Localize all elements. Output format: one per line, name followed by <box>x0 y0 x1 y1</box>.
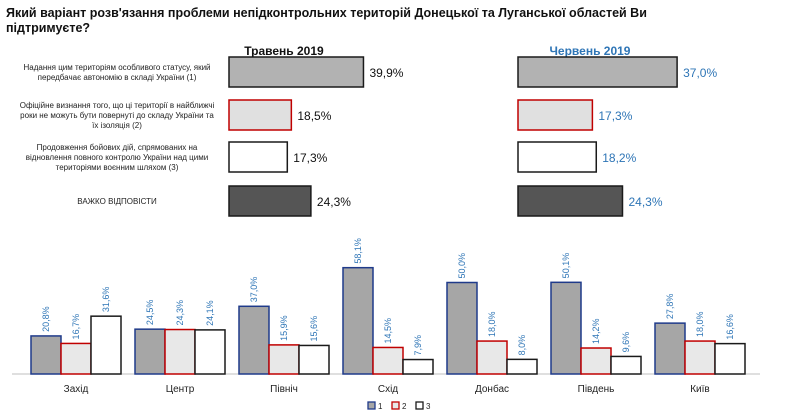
answer-label-4: ВАЖКО ВІДПОВІСТИ <box>77 197 157 206</box>
series-header-1: Травень 2019 <box>244 44 324 58</box>
answer-label-2: Офіційне визнання того, що ці території … <box>20 101 215 130</box>
column-value-7-s3: 16,6% <box>725 314 735 340</box>
category-label-2: Центр <box>166 384 195 395</box>
column-5-s2 <box>476 340 508 375</box>
legend-swatch-3 <box>415 401 424 410</box>
column-2-s2 <box>164 328 196 375</box>
bar-s2-r1 <box>517 56 678 88</box>
column-value-6-s2: 14,2% <box>591 318 601 344</box>
column-value-7-s1: 27,8% <box>665 294 675 320</box>
bar-s1-r2 <box>228 99 293 131</box>
value-label-s2-r2: 17,3% <box>598 109 632 123</box>
category-label-7: Київ <box>690 384 710 395</box>
column-5-s1 <box>446 281 478 375</box>
column-6-s2 <box>580 347 612 375</box>
column-1-s2 <box>60 342 92 375</box>
legend-label-1: 1 <box>378 402 383 411</box>
column-value-6-s1: 50,1% <box>561 253 571 279</box>
column-4-s1 <box>342 266 374 375</box>
column-value-3-s2: 15,9% <box>279 315 289 341</box>
column-value-2-s1: 24,5% <box>145 300 155 326</box>
column-value-3-s3: 15,6% <box>309 316 319 342</box>
column-value-3-s1: 37,0% <box>249 277 259 303</box>
bar-s1-r3 <box>228 141 289 173</box>
category-label-4: Схід <box>378 384 398 395</box>
column-5-s3 <box>506 358 538 375</box>
category-label-3: Північ <box>270 384 298 395</box>
column-3-s2 <box>268 344 300 375</box>
answer-label-1: Надання цим територіям особливого статус… <box>23 63 210 82</box>
category-label-5: Донбас <box>475 383 509 395</box>
column-3-s3 <box>298 344 330 375</box>
value-label-s1-r2: 18,5% <box>297 109 331 123</box>
value-label-s1-r4: 24,3% <box>317 195 351 209</box>
legend-label-3: 3 <box>426 402 431 411</box>
column-1-s3 <box>90 315 122 375</box>
value-label-s2-r1: 37,0% <box>683 66 717 80</box>
column-value-1-s1: 20,8% <box>41 306 51 332</box>
legend-swatch-1 <box>367 401 376 410</box>
column-value-2-s2: 24,3% <box>175 300 185 326</box>
column-value-5-s1: 50,0% <box>457 253 467 279</box>
column-7-s3 <box>714 342 746 375</box>
category-label-1: Захід <box>64 384 89 395</box>
column-6-s1 <box>550 281 582 375</box>
column-value-1-s3: 31,6% <box>101 287 111 313</box>
column-4-s3 <box>402 358 434 375</box>
value-label-s2-r3: 18,2% <box>602 151 636 165</box>
column-value-2-s3: 24,1% <box>205 300 215 326</box>
answer-label-3: Продовження бойових дій, спрямованих на в… <box>26 143 208 172</box>
column-value-4-s2: 14,5% <box>383 318 393 344</box>
column-2-s1 <box>134 328 166 375</box>
category-label-6: Південь <box>578 384 615 395</box>
horizontal-bar-chart: Надання цим територіям особливого статус… <box>20 44 717 217</box>
legend-swatch-2 <box>391 401 400 410</box>
bar-s2-r4 <box>517 185 624 217</box>
column-3-s1 <box>238 305 270 375</box>
bar-s2-r2 <box>517 99 594 131</box>
column-value-5-s2: 18,0% <box>487 312 497 338</box>
column-value-6-s3: 9,6% <box>621 332 631 353</box>
legend-label-2: 2 <box>402 402 407 411</box>
chart-title: Який варіант розв'язання проблеми непідк… <box>6 6 647 35</box>
value-label-s2-r4: 24,3% <box>628 195 662 209</box>
column-value-7-s2: 18,0% <box>695 312 705 338</box>
value-label-s1-r3: 17,3% <box>293 151 327 165</box>
column-7-s2 <box>684 340 716 375</box>
column-value-4-s3: 7,9% <box>413 335 423 356</box>
bar-s1-r4 <box>228 185 312 217</box>
column-value-1-s2: 16,7% <box>71 314 81 340</box>
bar-s2-r3 <box>517 141 598 173</box>
column-6-s3 <box>610 355 642 375</box>
column-2-s3 <box>194 329 226 375</box>
column-7-s1 <box>654 322 686 375</box>
column-1-s1 <box>30 335 62 375</box>
column-value-4-s1: 58,1% <box>353 238 363 264</box>
value-label-s1-r1: 39,9% <box>369 66 403 80</box>
series-header-2: Червень 2019 <box>550 44 631 58</box>
column-value-5-s3: 8,0% <box>517 335 527 356</box>
column-4-s2 <box>372 346 404 375</box>
bar-s1-r1 <box>228 56 365 88</box>
